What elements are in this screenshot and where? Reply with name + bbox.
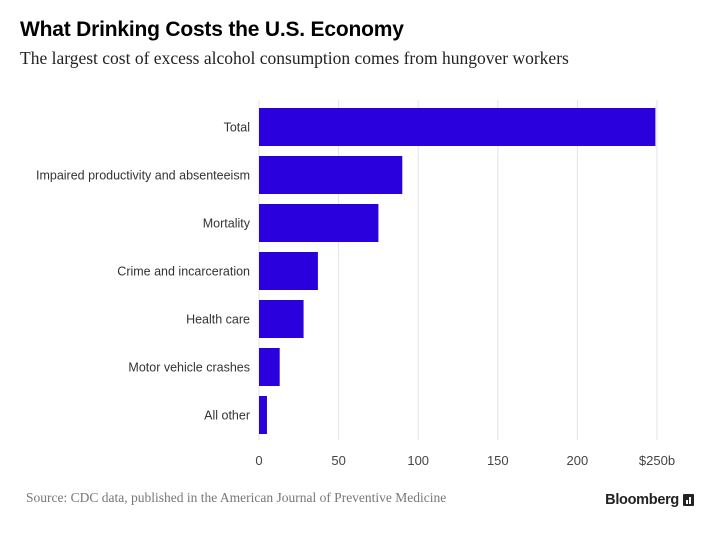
category-label: Impaired productivity and absenteeism (36, 169, 250, 183)
bar-chart-icon (683, 494, 694, 506)
category-label: Crime and incarceration (117, 265, 250, 279)
x-tick-label: 100 (407, 453, 429, 468)
bar (259, 156, 403, 194)
source-note: Source: CDC data, published in the Ameri… (26, 490, 447, 505)
x-tick-label: 50 (331, 453, 345, 468)
category-label: Total (224, 121, 250, 135)
brand-logo: Bloomberg (605, 492, 694, 508)
bar (259, 204, 379, 242)
category-label: Motor vehicle crashes (128, 361, 250, 375)
category-label: Health care (186, 313, 250, 327)
chart-title: What Drinking Costs the U.S. Economy (20, 18, 404, 41)
brand-name: Bloomberg (605, 492, 679, 508)
x-tick-label: 0 (255, 453, 262, 468)
category-label: Mortality (203, 217, 251, 231)
x-tick-label: 150 (487, 453, 509, 468)
bar (259, 396, 267, 434)
bar (259, 348, 280, 386)
bar (259, 108, 656, 146)
bar (259, 300, 304, 338)
chart-subtitle: The largest cost of excess alcohol consu… (20, 48, 569, 68)
bar (259, 252, 318, 290)
x-tick-label: $250b (639, 453, 675, 468)
category-label: All other (204, 409, 250, 423)
x-tick-label: 200 (567, 453, 589, 468)
